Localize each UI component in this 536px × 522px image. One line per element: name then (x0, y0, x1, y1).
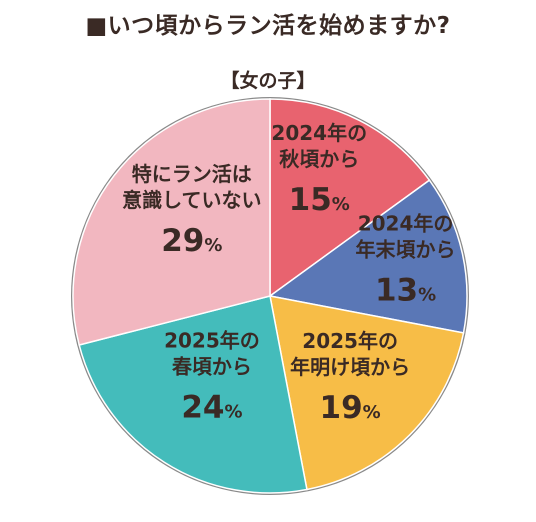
slice-value: 19% (320, 390, 381, 426)
slice-label-line: 年明け頃から (290, 355, 410, 379)
slice-label-line: 2024年の (271, 121, 367, 145)
chart-title: ■いつ頃からラン活を始めますか? (85, 13, 451, 39)
slice-label-line: 特にラン活は (132, 162, 252, 186)
pie-slice-3 (269, 295, 465, 491)
slice-value: 13% (375, 273, 436, 309)
slice-label-line: 2025年の (302, 329, 398, 353)
pie-slice-1 (269, 98, 431, 298)
slice-label-line: 2025年の (164, 328, 260, 352)
chart-subtitle: 【女の子】 (220, 70, 316, 92)
slice-label-line: 意識していない (122, 188, 261, 212)
slice-label-line: 秋頃から (279, 147, 359, 171)
pie-slice-2 (268, 179, 468, 334)
slice-value: 15% (289, 182, 350, 218)
slice-label-line: 年末頃から (356, 238, 456, 262)
pie-slice-5 (72, 98, 271, 346)
slice-label-line: 2024年の (358, 212, 454, 236)
slice-value: 29% (161, 223, 222, 259)
slice-label-line: 春頃から (171, 354, 252, 378)
pie-slice-4 (78, 295, 308, 494)
slice-value: 24% (181, 389, 242, 425)
